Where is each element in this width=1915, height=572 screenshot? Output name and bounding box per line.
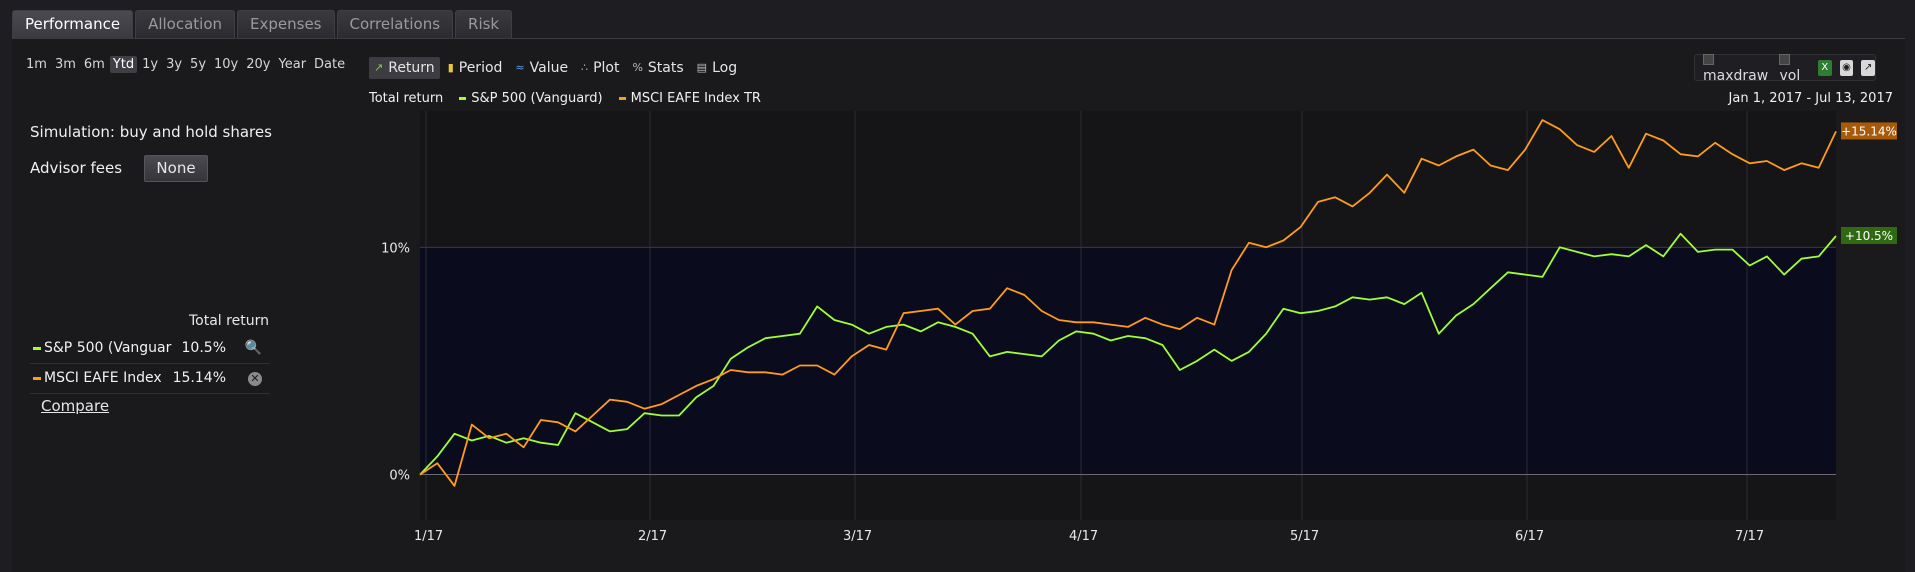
end-value-label: +10.5% xyxy=(1845,229,1893,243)
toolbar-plot-button[interactable]: ∴ Plot xyxy=(576,57,624,79)
period-5y[interactable]: 5y xyxy=(190,57,207,72)
chart-legend-sp500: S&P 500 (Vanguard) xyxy=(459,91,603,106)
date-range: Jan 1, 2017 - Jul 13, 2017 xyxy=(1728,91,1893,106)
popout-icon[interactable]: ↗ xyxy=(1861,59,1875,76)
toolbar-label: Stats xyxy=(647,60,684,76)
y-tick-label: 0% xyxy=(389,469,410,484)
series-line-1 xyxy=(419,119,1837,487)
x-tick-label: 4/17 xyxy=(1069,529,1098,544)
period-1m[interactable]: 1m xyxy=(26,57,47,72)
period-1y[interactable]: 1y xyxy=(142,57,159,72)
period-date[interactable]: Date xyxy=(314,57,346,72)
tab-expenses[interactable]: Expenses xyxy=(237,10,335,38)
advisor-fees-label: Advisor fees xyxy=(30,159,123,177)
toolbar-label: Return xyxy=(388,60,435,76)
period-20y[interactable]: 20y xyxy=(246,57,271,72)
series-name: MSCI EAFE Index TR xyxy=(630,91,761,106)
search-icon[interactable]: 🔍 xyxy=(244,340,262,356)
tab-bar: Performance Allocation Expenses Correlation… xyxy=(12,10,513,38)
end-label-bg xyxy=(1841,122,1897,140)
toolbar-label: Plot xyxy=(593,60,620,76)
chart-toolbar: ↗ Return ▮ Period ≈ Value ∴ Plot% Stats ▤ Log xyxy=(369,57,742,79)
legend-name: MSCI EAFE Index xyxy=(44,370,162,386)
total-return-header: Total return xyxy=(189,313,269,329)
end-value-label: +15.14% xyxy=(1841,124,1897,138)
chart-legend-eafe: MSCI EAFE Index TR xyxy=(618,91,761,106)
toolbar-label: Value xyxy=(529,60,569,76)
x-tick-label: 7/17 xyxy=(1735,529,1764,544)
log-icon: ▤ xyxy=(696,61,708,74)
plot-band-middle xyxy=(420,247,1836,475)
period-ytd[interactable]: Ytd xyxy=(109,56,138,73)
maxdraw-checkbox[interactable]: maxdraw xyxy=(1703,52,1771,84)
chart-header: Total return S&P 500 (Vanguard) MSCI EAF… xyxy=(369,91,761,106)
legend-row-eafe: MSCI EAFE Index 15.14% ✕ xyxy=(30,364,270,394)
toolbar-period-button[interactable]: ▮ Period xyxy=(443,57,508,79)
legend-row-sp500: S&P 500 (Vanguar 10.5% 🔍 xyxy=(30,334,270,364)
legend-value: 10.5% xyxy=(181,340,226,356)
plot-band-upper xyxy=(420,111,1836,248)
vol-label: vol xyxy=(1779,67,1801,84)
x-tick-label: 6/17 xyxy=(1515,529,1544,544)
x-tick-label: 2/17 xyxy=(638,529,667,544)
line-chart-icon: ↗ xyxy=(374,61,384,74)
series-line-0 xyxy=(419,232,1837,476)
vol-checkbox[interactable]: vol xyxy=(1779,52,1810,84)
sp500-color-swatch xyxy=(33,347,41,350)
toolbar-stats-button[interactable]: % Stats xyxy=(627,57,688,79)
series-name: S&P 500 (Vanguard) xyxy=(471,91,603,106)
toolbar-log-button[interactable]: ▤ Log xyxy=(692,57,742,79)
percent-icon: % xyxy=(632,61,643,74)
area-chart-icon: ≈ xyxy=(515,61,525,74)
compare-link[interactable]: Compare xyxy=(41,397,110,415)
period-6m[interactable]: 6m xyxy=(83,57,105,72)
bar-chart-icon: ▮ xyxy=(447,61,454,74)
chart-options: maxdraw vol X ◉ ↗ xyxy=(1694,52,1876,84)
toolbar-label: Period xyxy=(458,60,503,76)
camera-icon[interactable]: ◉ xyxy=(1839,59,1854,76)
eafe-color-swatch xyxy=(33,377,41,380)
scatter-icon: ∴ xyxy=(581,61,589,74)
advisor-fees-button[interactable]: None xyxy=(144,155,208,182)
y-tick-label: 10% xyxy=(381,241,410,256)
remove-icon[interactable]: ✕ xyxy=(248,372,262,386)
period-3m[interactable]: 3m xyxy=(54,57,76,72)
tab-correlations[interactable]: Correlations xyxy=(336,10,454,38)
end-label-bg xyxy=(1841,226,1897,244)
simulation-label: Simulation: buy and hold shares xyxy=(30,123,272,141)
period-year[interactable]: Year xyxy=(278,57,307,72)
chart-title: Total return xyxy=(369,91,444,106)
tab-risk[interactable]: Risk xyxy=(455,10,513,38)
tab-allocation[interactable]: Allocation xyxy=(135,10,236,38)
x-tick-label: 5/17 xyxy=(1290,529,1319,544)
toolbar-return-button[interactable]: ↗ Return xyxy=(369,57,440,79)
period-3y[interactable]: 3y xyxy=(166,57,183,72)
plot-band-lower xyxy=(420,474,1836,520)
x-tick-label: 1/17 xyxy=(414,529,443,544)
tab-performance[interactable]: Performance xyxy=(12,10,134,38)
toolbar-label: Log xyxy=(712,60,738,76)
legend-value: 15.14% xyxy=(172,370,226,386)
x-tick-label: 3/17 xyxy=(843,529,872,544)
toolbar-value-button[interactable]: ≈ Value xyxy=(510,57,573,79)
period-10y[interactable]: 10y xyxy=(214,57,239,72)
period-selector: 1m 3m 6m Ytd 1y 3y 5y 10y 20y Year Date xyxy=(23,56,348,73)
maxdraw-label: maxdraw xyxy=(1703,67,1769,84)
legend-name: S&P 500 (Vanguar xyxy=(44,340,172,356)
excel-icon[interactable]: X xyxy=(1818,59,1832,76)
